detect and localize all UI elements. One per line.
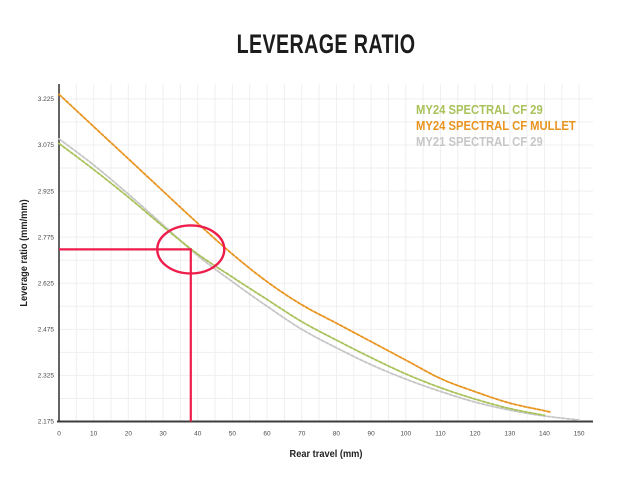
- x-tick-label: 30: [159, 431, 167, 438]
- x-tick-label: 140: [539, 431, 550, 438]
- annotation-crosshair-lines: [59, 248, 192, 422]
- x-tick-label: 90: [367, 431, 375, 438]
- x-tick-label: 50: [229, 431, 237, 438]
- x-tick-label: 70: [298, 431, 306, 438]
- x-tick-label: 0: [57, 431, 61, 438]
- series-curve-my21-spectral-cf-29: [58, 137, 580, 421]
- legend-item-my24-spectral-cf-29: MY24 SPECTRAL CF 29: [416, 103, 543, 117]
- chart-title: LEVERAGE RATIO: [236, 29, 416, 59]
- x-tick-label: 40: [194, 431, 202, 438]
- x-tick-label: 60: [263, 431, 271, 438]
- y-axis-title: Leverage ratio (mm/mm): [18, 199, 30, 307]
- x-tick-label: 10: [90, 431, 98, 438]
- series-curve-my24-spectral-cf-29: [58, 142, 546, 417]
- y-tick-label: 3.225: [38, 96, 55, 103]
- y-tick-label: 2.625: [38, 280, 55, 287]
- x-axis-title: Rear travel (mm): [289, 448, 363, 460]
- x-tick-label: 20: [125, 431, 133, 438]
- annotation-circle: [156, 224, 226, 275]
- x-tick-label: 120: [470, 431, 481, 438]
- y-tick-label: 2.475: [38, 327, 55, 334]
- y-tick-label: 3.075: [38, 142, 55, 149]
- series-curve-my24-spectral-cf-mullet: [58, 93, 553, 414]
- chart-legend: MY24 SPECTRAL CF 29 MY24 SPECTRAL CF MUL…: [416, 102, 594, 150]
- x-tick-label: 80: [333, 431, 341, 438]
- x-tick-label: 150: [574, 431, 585, 438]
- y-tick-label: 2.325: [38, 373, 55, 380]
- legend-item-my24-spectral-cf-mullet: MY24 SPECTRAL CF MULLET: [416, 119, 576, 133]
- x-tick-label: 110: [435, 431, 446, 438]
- y-tick-label: 2.925: [38, 188, 55, 195]
- y-tick-label: 2.775: [38, 234, 55, 241]
- y-tick-label: 2.175: [38, 419, 55, 426]
- x-tick-label: 100: [400, 431, 411, 438]
- legend-item-my21-spectral-cf-29: MY21 SPECTRAL CF 29: [416, 135, 543, 149]
- x-tick-label: 130: [504, 431, 515, 438]
